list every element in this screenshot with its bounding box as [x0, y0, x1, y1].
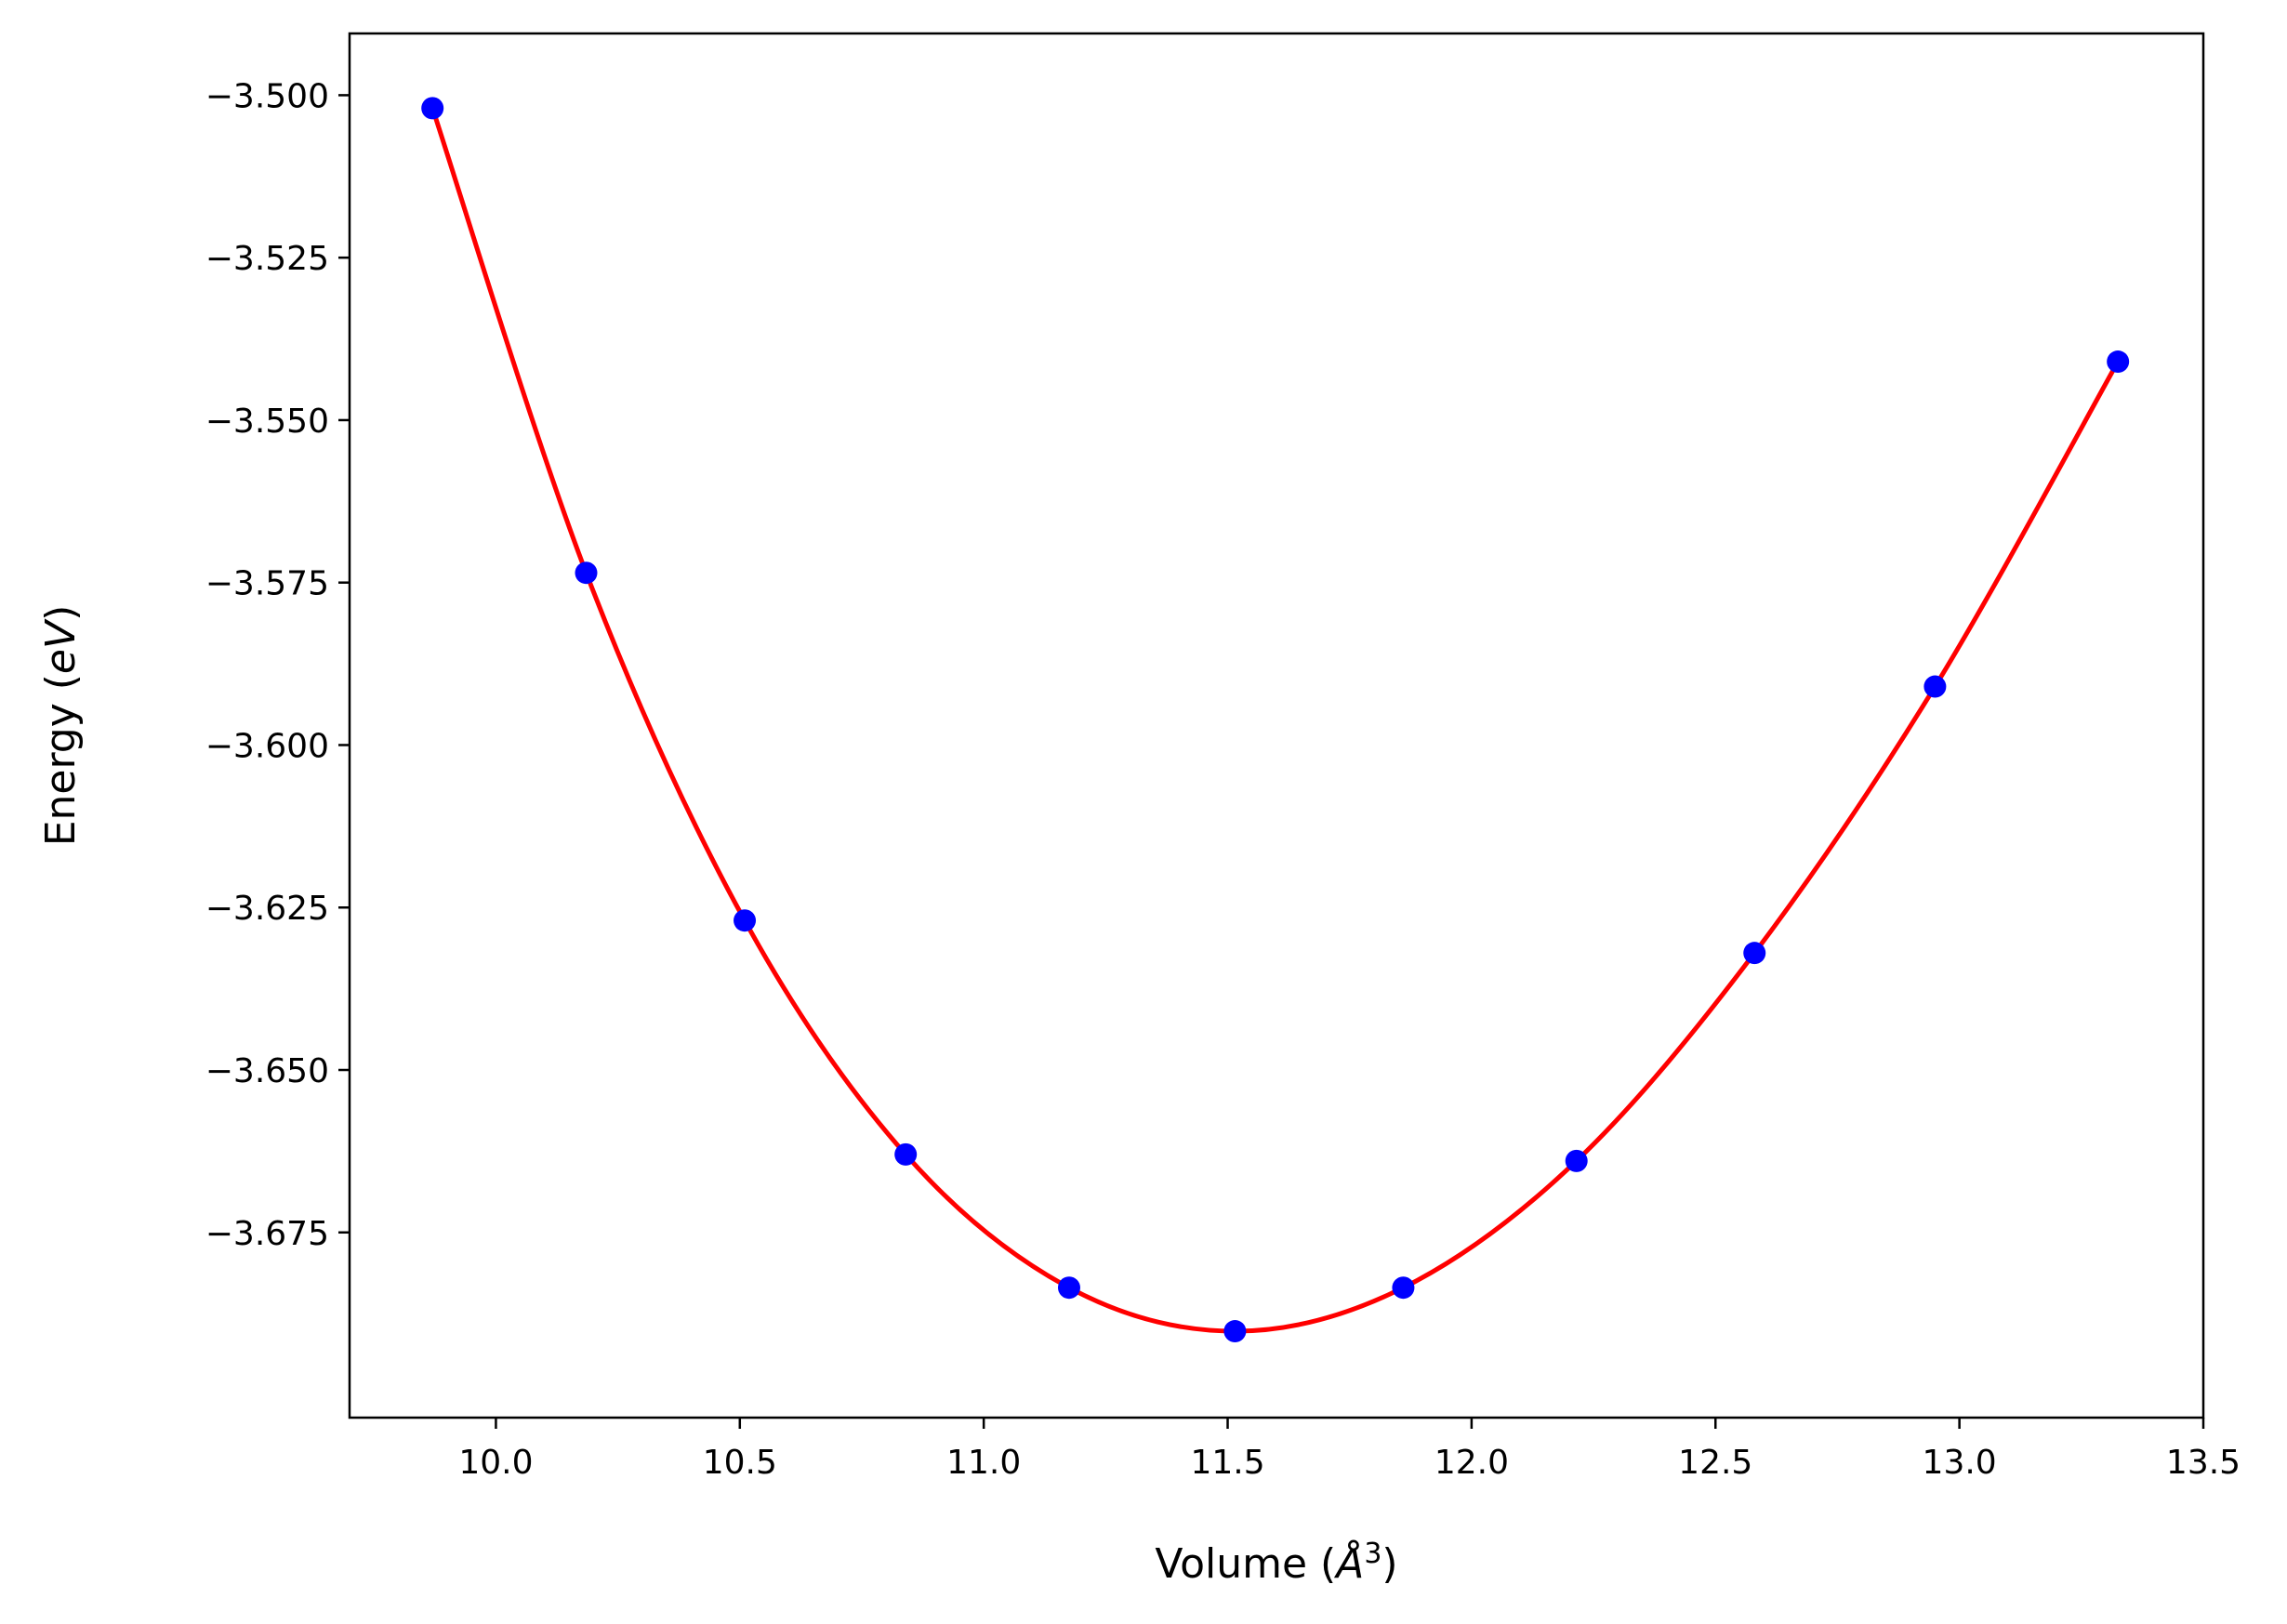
x-axis-title: Volume (Å3) [1155, 1538, 1397, 1588]
data-point [894, 1142, 918, 1166]
y-tick-label: −3.600 [205, 727, 329, 765]
data-point [575, 561, 598, 585]
x-axis-title-main: Volume ( [1155, 1540, 1336, 1588]
x-tick-label: 11.5 [1190, 1444, 1264, 1482]
y-axis-title-main: Energy ( [37, 674, 85, 846]
y-tick-label: −3.675 [205, 1215, 329, 1253]
x-axis-title-close: ) [1381, 1540, 1397, 1588]
fit-curve [430, 107, 2121, 1334]
y-tick-label: −3.550 [205, 403, 329, 441]
x-tick-label: 12.0 [1434, 1444, 1509, 1482]
y-tick-label: −3.500 [205, 77, 329, 115]
y-tick-label: −3.575 [205, 565, 329, 603]
x-tick-label: 10.0 [458, 1444, 533, 1482]
x-tick-label: 13.0 [1923, 1444, 1997, 1482]
data-point [1923, 675, 1947, 698]
data-point [421, 97, 444, 120]
x-axis-title-exponent: 3 [1364, 1538, 1381, 1570]
data-point [1743, 942, 1766, 965]
data-points-layer [421, 97, 2130, 1343]
data-point [734, 909, 757, 932]
data-point [1223, 1320, 1247, 1343]
y-tick-label: −3.625 [205, 890, 329, 928]
data-point [2107, 350, 2130, 374]
y-tick-label: −3.650 [205, 1052, 329, 1090]
y-axis-title-unit: eV [37, 618, 85, 674]
data-point [1565, 1149, 1588, 1172]
y-axis-title-close: ) [37, 605, 85, 621]
x-tick-label: 13.5 [2166, 1444, 2241, 1482]
x-axis-title-symbol: Å [1333, 1538, 1364, 1588]
data-point [1057, 1276, 1080, 1300]
y-axis-title: Energy (eV) [37, 605, 85, 847]
y-tick-label: −3.525 [205, 240, 329, 278]
fit-curve-layer [430, 107, 2121, 1334]
y-axis: −3.500 −3.525 −3.550 −3.575 −3.600 −3.625 −3.6… [205, 77, 350, 1253]
x-tick-label: 11.0 [946, 1444, 1021, 1482]
x-tick-label: 12.5 [1678, 1444, 1752, 1482]
x-axis: 10.0 10.5 11.0 11.5 12.0 12.5 13.0 13.5 [458, 1418, 2241, 1482]
data-point [1392, 1276, 1415, 1300]
x-tick-label: 10.5 [703, 1444, 777, 1482]
plot-frame [348, 32, 2205, 1419]
